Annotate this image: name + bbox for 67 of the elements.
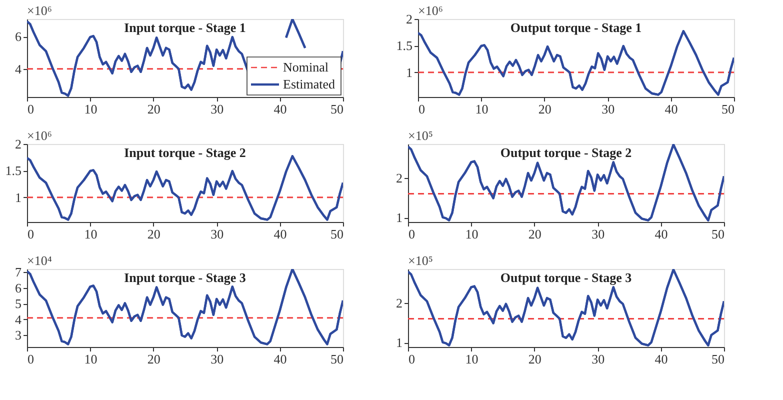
x-tick-label: 0 xyxy=(418,102,425,116)
chart-title: Output torque - Stage 2 xyxy=(500,145,632,160)
chart-title: Input torque - Stage 2 xyxy=(124,145,246,160)
x-tick-label: 40 xyxy=(664,102,678,116)
y-tick-label: 2 xyxy=(15,136,22,152)
y-tick-label: 4 xyxy=(15,61,22,76)
x-tick-label: 40 xyxy=(654,226,668,242)
x-tick-label: 30 xyxy=(210,226,224,242)
chart-title: Input torque - Stage 1 xyxy=(124,20,246,35)
y-tick-label: 5 xyxy=(15,296,22,312)
chart-title: Input torque - Stage 3 xyxy=(124,270,246,285)
x-tick-label: 30 xyxy=(602,102,615,116)
text: ×10⁵ xyxy=(408,253,433,268)
x-tick-label: 30 xyxy=(592,226,605,242)
x-tick-label: 10 xyxy=(465,352,478,366)
x-tick-label: 0 xyxy=(28,226,34,242)
text: ×10⁴ xyxy=(27,253,52,268)
y-tick-label: 3 xyxy=(15,328,22,343)
x-tick-label: 30 xyxy=(210,352,224,366)
y-tick-label: 1.5 xyxy=(5,163,22,178)
x-tick-label: 10 xyxy=(84,352,98,366)
x-tick-label: 10 xyxy=(84,102,98,116)
y-tick-label: 4 xyxy=(15,312,22,327)
y-tick-label: 1 xyxy=(15,190,22,205)
text: ×10⁵ xyxy=(408,128,433,143)
text: ×10⁶ xyxy=(27,3,52,18)
x-tick-label: 50 xyxy=(330,102,344,116)
x-tick-label: 0 xyxy=(28,352,34,366)
y-tick-label: 2 xyxy=(396,295,402,310)
x-tick-label: 10 xyxy=(465,226,478,242)
x-tick-label: 20 xyxy=(147,226,160,242)
y-tick-label: 7 xyxy=(15,264,22,280)
x-tick-label: 50 xyxy=(330,226,344,242)
y-tick-label: 1 xyxy=(396,335,402,350)
x-tick-label: 10 xyxy=(475,102,488,116)
x-tick-label: 50 xyxy=(712,226,724,242)
x-tick-label: 50 xyxy=(712,352,724,366)
y-tick-label: 1 xyxy=(406,64,412,80)
chart-title: Output torque - Stage 1 xyxy=(510,20,642,35)
x-tick-label: 30 xyxy=(210,102,224,116)
x-tick-label: 0 xyxy=(28,102,34,116)
x-tick-label: 50 xyxy=(330,352,344,366)
text: ×10⁶ xyxy=(27,128,52,143)
y-tick-label: 1.5 xyxy=(396,38,412,54)
y-tick-label: 6 xyxy=(15,280,22,296)
text: ×10⁶ xyxy=(418,3,443,18)
y-tick-label: 6 xyxy=(15,29,22,44)
y-tick-label: 1 xyxy=(396,210,402,226)
legend-label: Estimated xyxy=(283,76,336,92)
x-tick-label: 30 xyxy=(592,352,605,366)
x-tick-label: 40 xyxy=(274,226,287,242)
x-tick-label: 20 xyxy=(528,226,542,242)
x-tick-label: 20 xyxy=(147,352,160,366)
x-tick-label: 20 xyxy=(147,102,160,116)
chart-title: Output torque - Stage 3 xyxy=(500,270,632,285)
x-tick-label: 0 xyxy=(408,352,415,366)
y-tick-label: 2 xyxy=(406,12,412,26)
x-tick-label: 0 xyxy=(408,226,415,242)
y-tick-label: 2 xyxy=(396,170,402,186)
x-tick-label: 50 xyxy=(722,102,734,116)
x-tick-label: 20 xyxy=(528,352,542,366)
x-tick-label: 10 xyxy=(84,226,98,242)
x-tick-label: 40 xyxy=(654,352,668,366)
x-tick-label: 40 xyxy=(274,352,287,366)
x-tick-label: 40 xyxy=(274,102,287,116)
ref-line-label: Nominal xyxy=(283,60,329,74)
x-tick-label: 20 xyxy=(538,102,552,116)
